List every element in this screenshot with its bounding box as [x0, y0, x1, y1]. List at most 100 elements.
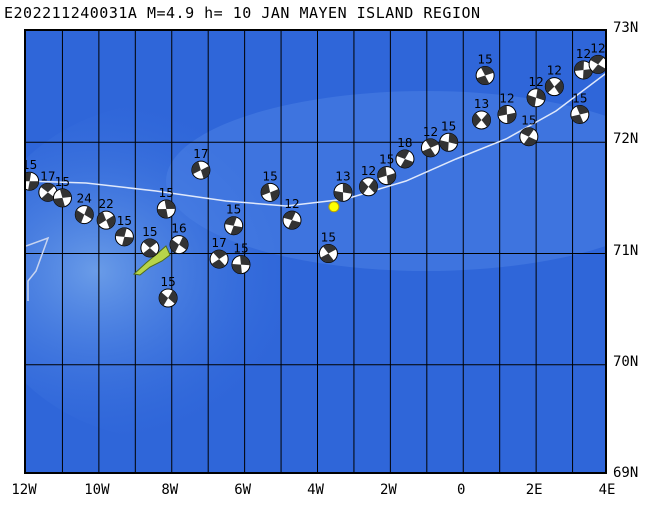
beachball-compression [554, 80, 564, 95]
beachball-compression [59, 188, 72, 198]
beachball-compression [527, 94, 537, 107]
focal-mechanism[interactable]: 15 [26, 158, 40, 191]
depth-label: 22 [99, 197, 114, 211]
focal-mechanism[interactable]: 15 [140, 225, 160, 258]
focal-mechanism[interactable]: 12 [497, 91, 517, 124]
depth-label: 15 [441, 119, 456, 133]
beachball-compression [288, 220, 301, 230]
beachball-compression [200, 165, 210, 179]
beachball-compression [26, 172, 32, 182]
beachball-compression [75, 209, 85, 223]
focal-mechanism[interactable]: 12 [526, 75, 546, 108]
focal-mechanism[interactable]: 12 [544, 64, 564, 97]
beachball-compression [368, 179, 378, 194]
beachball-compression [179, 236, 189, 250]
depth-label: 15 [521, 114, 536, 128]
focal-mechanism[interactable]: 15 [318, 231, 338, 263]
epicenter-marker[interactable] [328, 201, 340, 213]
depth-label: 17 [193, 147, 208, 161]
depth-label: 15 [379, 153, 394, 167]
beachball-compression [342, 183, 353, 194]
focal-mechanisms: 1517152422151515161715171515151215131215… [26, 41, 607, 308]
beachball-compression [497, 105, 507, 117]
focal-mechanism[interactable]: 15 [519, 114, 539, 147]
focal-mechanism[interactable]: 15 [52, 175, 72, 208]
beachball-compression [28, 181, 39, 191]
latitude-label: 71N [613, 242, 639, 259]
focal-mechanism[interactable]: 15 [570, 91, 590, 124]
beachball-compression [334, 190, 344, 202]
latitude-label: 69N [613, 465, 639, 481]
depth-label: 24 [77, 192, 92, 206]
beachball-compression [84, 206, 94, 220]
focal-mechanism[interactable]: 12 [588, 41, 607, 74]
longitude-label: 8W [161, 482, 179, 498]
focal-mechanism[interactable]: 15 [158, 275, 178, 308]
focal-mechanism[interactable]: 22 [96, 197, 116, 230]
beachball-compression [476, 75, 490, 85]
map-panel[interactable]: 1517152422151515161715171515151215131215… [24, 29, 607, 474]
focal-mechanism[interactable]: 15 [260, 169, 280, 202]
focal-mechanism[interactable]: 18 [395, 136, 415, 169]
beachball-compression [472, 113, 482, 127]
focal-mechanism[interactable]: 12 [282, 197, 302, 230]
focal-mechanism[interactable]: 12 [420, 125, 440, 158]
longitude-label: 10W [84, 482, 110, 498]
depth-label: 12 [547, 64, 562, 78]
beachball-compression [545, 79, 555, 93]
focal-mechanism[interactable]: 15 [377, 153, 397, 186]
longitude-label: 2E [525, 482, 543, 498]
focal-mechanism[interactable]: 15 [224, 203, 244, 236]
beachball-compression [40, 183, 55, 193]
focal-mechanism[interactable]: 15 [475, 53, 495, 85]
depth-label: 15 [55, 175, 70, 189]
depth-label: 18 [397, 136, 412, 150]
beachball-compression [481, 113, 491, 127]
beachball-compression [231, 263, 242, 274]
depth-label: 17 [211, 236, 226, 250]
beachball-compression [571, 114, 584, 124]
beachball-compression [520, 127, 534, 137]
focal-mechanism[interactable]: 12 [573, 47, 593, 80]
beachball-compression [576, 105, 589, 115]
beachball-compression [320, 253, 334, 263]
depth-label: 15 [26, 158, 37, 172]
depth-label: 12 [284, 197, 299, 211]
depth-label: 15 [142, 225, 157, 239]
focal-mechanism[interactable]: 15 [156, 186, 176, 219]
beachball-compression [122, 236, 134, 246]
focal-mechanism[interactable]: 15 [439, 119, 459, 152]
longitude-label: 12W [11, 482, 37, 498]
focal-mechanism[interactable]: 15 [231, 242, 251, 275]
focal-mechanism[interactable]: 17 [209, 236, 229, 269]
focal-mechanism[interactable]: 24 [74, 192, 94, 225]
focal-mechanism[interactable]: 13 [333, 169, 353, 202]
focal-mechanism[interactable]: 13 [471, 97, 491, 130]
focal-mechanism[interactable]: 12 [359, 164, 379, 197]
beachball-compression [583, 68, 593, 79]
beachball-compression [377, 166, 387, 179]
depth-label: 15 [117, 214, 132, 228]
beachball-compression [261, 183, 271, 196]
focal-mechanism[interactable]: 15 [114, 214, 134, 247]
beachball-compression [270, 188, 280, 202]
longitude-label: 0 [457, 482, 466, 498]
depth-label: 13 [474, 97, 489, 111]
longitude-label: 4W [307, 482, 324, 498]
beachball-compression [448, 133, 458, 145]
beachball-compression [168, 290, 178, 304]
beachball-compression [97, 211, 107, 225]
depth-label: 15 [159, 186, 174, 200]
beachball-compression [590, 55, 604, 65]
depth-label: 17 [40, 169, 55, 183]
beachball-compression [41, 192, 56, 202]
map-title: E202211240031A M=4.9 h= 10 JAN MAYEN ISL… [4, 4, 481, 22]
focal-mechanism[interactable]: 17 [191, 147, 211, 180]
beachball-compression [359, 180, 369, 195]
focal-mechanism[interactable]: 17 [38, 169, 58, 202]
depth-label: 15 [233, 242, 248, 256]
latitude-label: 72N [613, 131, 639, 148]
beachball-compression [106, 215, 116, 229]
focal-mechanism[interactable]: 16 [169, 222, 189, 255]
graticule [26, 31, 605, 472]
